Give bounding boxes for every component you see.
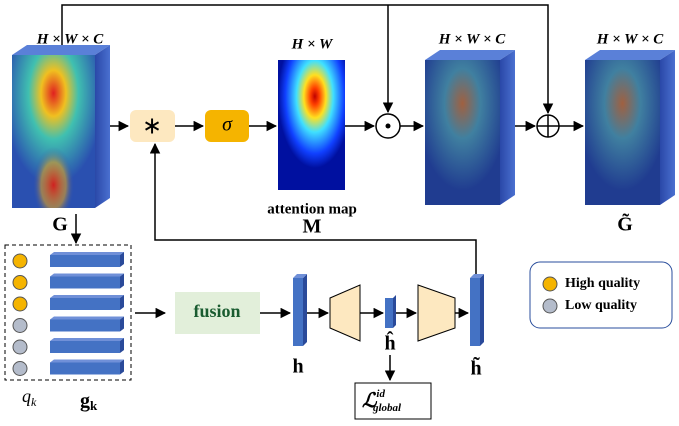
q-label: qk <box>22 386 37 409</box>
feature-bar <box>50 362 120 375</box>
label: G <box>52 214 68 236</box>
encoder <box>329 284 361 342</box>
loss-sup: id <box>376 388 385 400</box>
decoder <box>417 284 456 342</box>
multiply-op <box>375 113 401 139</box>
feature-bar-side <box>120 252 124 267</box>
legend-swatch <box>542 276 558 292</box>
feature-bar <box>50 341 120 353</box>
quality-dot <box>12 275 28 290</box>
dims: H × W × C <box>36 31 105 47</box>
legend-label: High quality <box>565 276 640 291</box>
quality-dot <box>12 339 28 355</box>
feature-bar-side <box>120 359 124 375</box>
quality-dot <box>12 253 28 269</box>
loss-sub: global <box>372 402 402 414</box>
quality-dot <box>12 296 28 312</box>
g: g <box>80 390 90 412</box>
add-op <box>536 114 560 138</box>
h-tilde: h̃ <box>470 356 481 380</box>
legend-swatch <box>542 298 558 314</box>
label: G̃ <box>617 212 633 235</box>
conv-box <box>130 110 175 142</box>
feature-bar-top <box>50 338 124 341</box>
feature-bar-top <box>50 252 124 255</box>
feature-bar-top <box>50 359 124 363</box>
dims: H × W × C <box>596 31 665 47</box>
feature-bar-side <box>120 338 124 353</box>
quality-dot <box>12 318 28 333</box>
feature-bar <box>50 255 120 267</box>
dims: H × W <box>291 36 334 52</box>
quality-items <box>12 252 124 376</box>
quality-set <box>4 244 132 381</box>
caption: attention map <box>267 201 357 217</box>
feature-block <box>12 45 110 208</box>
feature-bar-top <box>50 316 124 320</box>
op: σ <box>222 114 233 136</box>
q-sub: k <box>31 395 37 409</box>
feature-block <box>585 50 675 205</box>
dims: H × W × C <box>438 31 507 47</box>
fusion-box <box>175 292 260 334</box>
feature-bar-top <box>50 295 124 298</box>
legend-label: Low quality <box>565 298 637 313</box>
feature-bar-side <box>120 273 124 289</box>
loss: ℒid global <box>362 388 402 414</box>
feature-bar-side <box>120 295 124 310</box>
attention-map <box>278 60 345 190</box>
feature-bar-side <box>120 316 124 332</box>
q: q <box>22 386 31 406</box>
connectors <box>61 4 585 382</box>
vector <box>385 295 396 328</box>
op: ∗ <box>142 114 162 140</box>
vector <box>470 274 484 346</box>
feature-bar-top <box>50 273 124 277</box>
feature-bar <box>50 298 120 310</box>
h: h <box>292 356 303 378</box>
g-sub: k <box>90 398 98 413</box>
g-label: gk <box>80 390 98 413</box>
feature-block <box>425 50 515 205</box>
loss-box <box>354 382 432 420</box>
loss-symbol: ℒ <box>362 390 378 412</box>
vector <box>293 274 307 346</box>
feature-bar <box>50 319 120 332</box>
label: M <box>303 216 322 238</box>
quality-dot <box>12 361 28 376</box>
legend <box>529 261 673 329</box>
fusion: fusion <box>193 301 240 321</box>
h-hat: ĥ <box>384 330 395 355</box>
feature-bar <box>50 276 120 289</box>
sigmoid-box <box>205 110 249 142</box>
